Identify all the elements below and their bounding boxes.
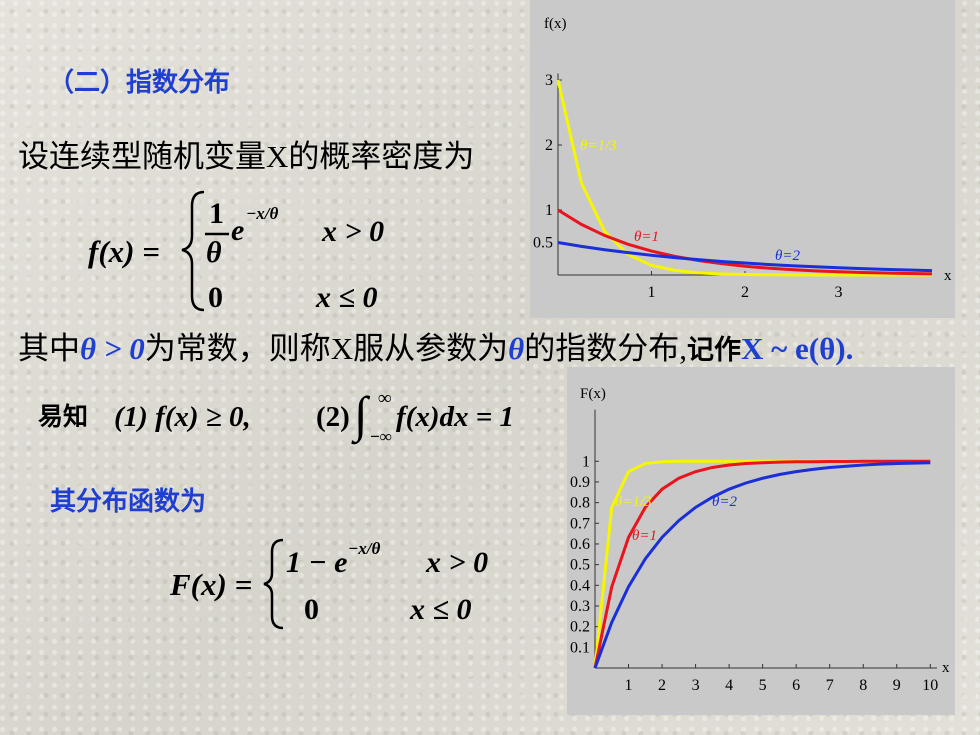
formula-base: e: [231, 214, 245, 247]
y-tick-label: 0.6: [570, 536, 590, 553]
formula-denominator: θ: [206, 236, 222, 269]
x-tick-label: 6: [792, 677, 800, 694]
integral-lower: −∞: [370, 427, 392, 446]
notation: X ~ e(θ).: [741, 331, 854, 366]
y-tick-label: 0.9: [570, 474, 590, 491]
x-tick-label: 9: [893, 677, 901, 694]
series-line: [557, 208, 933, 276]
formula-value: 0: [304, 593, 319, 626]
x-tick-label: 2: [658, 677, 666, 694]
y-tick-label: 1: [545, 202, 553, 219]
y-tick-label: 0.4: [570, 577, 590, 594]
series-label: θ=1/3: [615, 494, 652, 510]
x-tick-label: 8: [859, 677, 867, 694]
formula-condition: x > 0: [426, 546, 489, 579]
x-tick-label: 10: [922, 677, 938, 694]
integral-sign: ∫: [354, 386, 368, 442]
property-one: (1) f(x) ≥ 0,: [114, 401, 251, 433]
property-two: f(x)dx = 1: [396, 401, 514, 433]
y-tick-label: 0.7: [570, 515, 590, 532]
y-tick-label: 0.8: [570, 495, 590, 512]
y-tick-label: 0.5: [533, 235, 553, 252]
y-tick-label: 1: [582, 453, 590, 470]
formula-lhs: f(x) =: [88, 234, 160, 269]
property-index: (2): [316, 401, 350, 433]
y-tick-label: 2: [545, 137, 553, 154]
x-tick-label: 1: [648, 284, 656, 301]
x-tick-label: 3: [692, 677, 700, 694]
series-label: θ=1/3: [580, 138, 617, 154]
formula-exponent: −x/θ: [348, 539, 381, 558]
y-tick-label: 0.3: [570, 598, 590, 615]
brace: [263, 538, 284, 630]
section-heading: 其分布函数为: [50, 487, 207, 517]
condition: θ > 0: [80, 331, 145, 366]
x-axis-label: x: [944, 268, 952, 284]
section-heading: （二）指数分布: [48, 68, 231, 98]
y-axis-label: F(x): [580, 386, 606, 402]
intro-text: 设连续型随机变量X的概率密度为: [18, 139, 475, 174]
series-label: θ=1: [632, 528, 657, 544]
formula-condition: x ≤ 0: [410, 593, 472, 626]
series-line: [557, 241, 933, 273]
brace: [181, 190, 205, 312]
x-tick-label: 7: [826, 677, 834, 694]
x-tick-label: 5: [759, 677, 767, 694]
integral-upper: ∞: [378, 388, 392, 409]
statement: 其中θ > 0为常数，则称X服从参数为θ的指数分布,记作X ~ e(θ).: [18, 333, 853, 364]
formula-lhs: F(x) =: [170, 567, 253, 602]
formula-value: 1 − e: [286, 546, 348, 579]
y-tick-label: 0.1: [570, 639, 590, 656]
series-line: [593, 459, 931, 669]
text: 其中: [18, 331, 80, 366]
series-line: [593, 461, 931, 669]
formula-numerator: 1: [209, 197, 224, 230]
x-tick-label: 4: [725, 677, 733, 694]
formula-value: 0: [208, 281, 223, 314]
y-tick-label: 3: [545, 72, 553, 89]
series-label: θ=2: [712, 494, 737, 510]
x-tick-label: 3: [835, 284, 843, 301]
series-label: θ=2: [775, 248, 800, 264]
series-line: [556, 79, 932, 277]
text: 的指数分布,: [524, 331, 687, 366]
text: 为常数，则称X服从参数为: [144, 331, 509, 366]
x-tick-label: 1: [625, 677, 633, 694]
notation-label: 记作: [687, 335, 741, 365]
parameter: θ: [508, 331, 525, 366]
y-tick-label: 0.2: [570, 619, 590, 636]
chart-panel: [567, 367, 955, 715]
y-tick-label: 0.5: [570, 557, 590, 574]
formula-condition: x ≤ 0: [316, 281, 378, 314]
series-label: θ=1: [634, 229, 659, 245]
x-axis-label: x: [942, 660, 950, 676]
y-axis-label: f(x): [544, 16, 567, 32]
properties-label: 易知: [38, 404, 89, 431]
formula-exponent: −x/θ: [246, 204, 279, 223]
formula-condition: x > 0: [322, 215, 385, 248]
x-tick-label: 2: [741, 284, 749, 301]
